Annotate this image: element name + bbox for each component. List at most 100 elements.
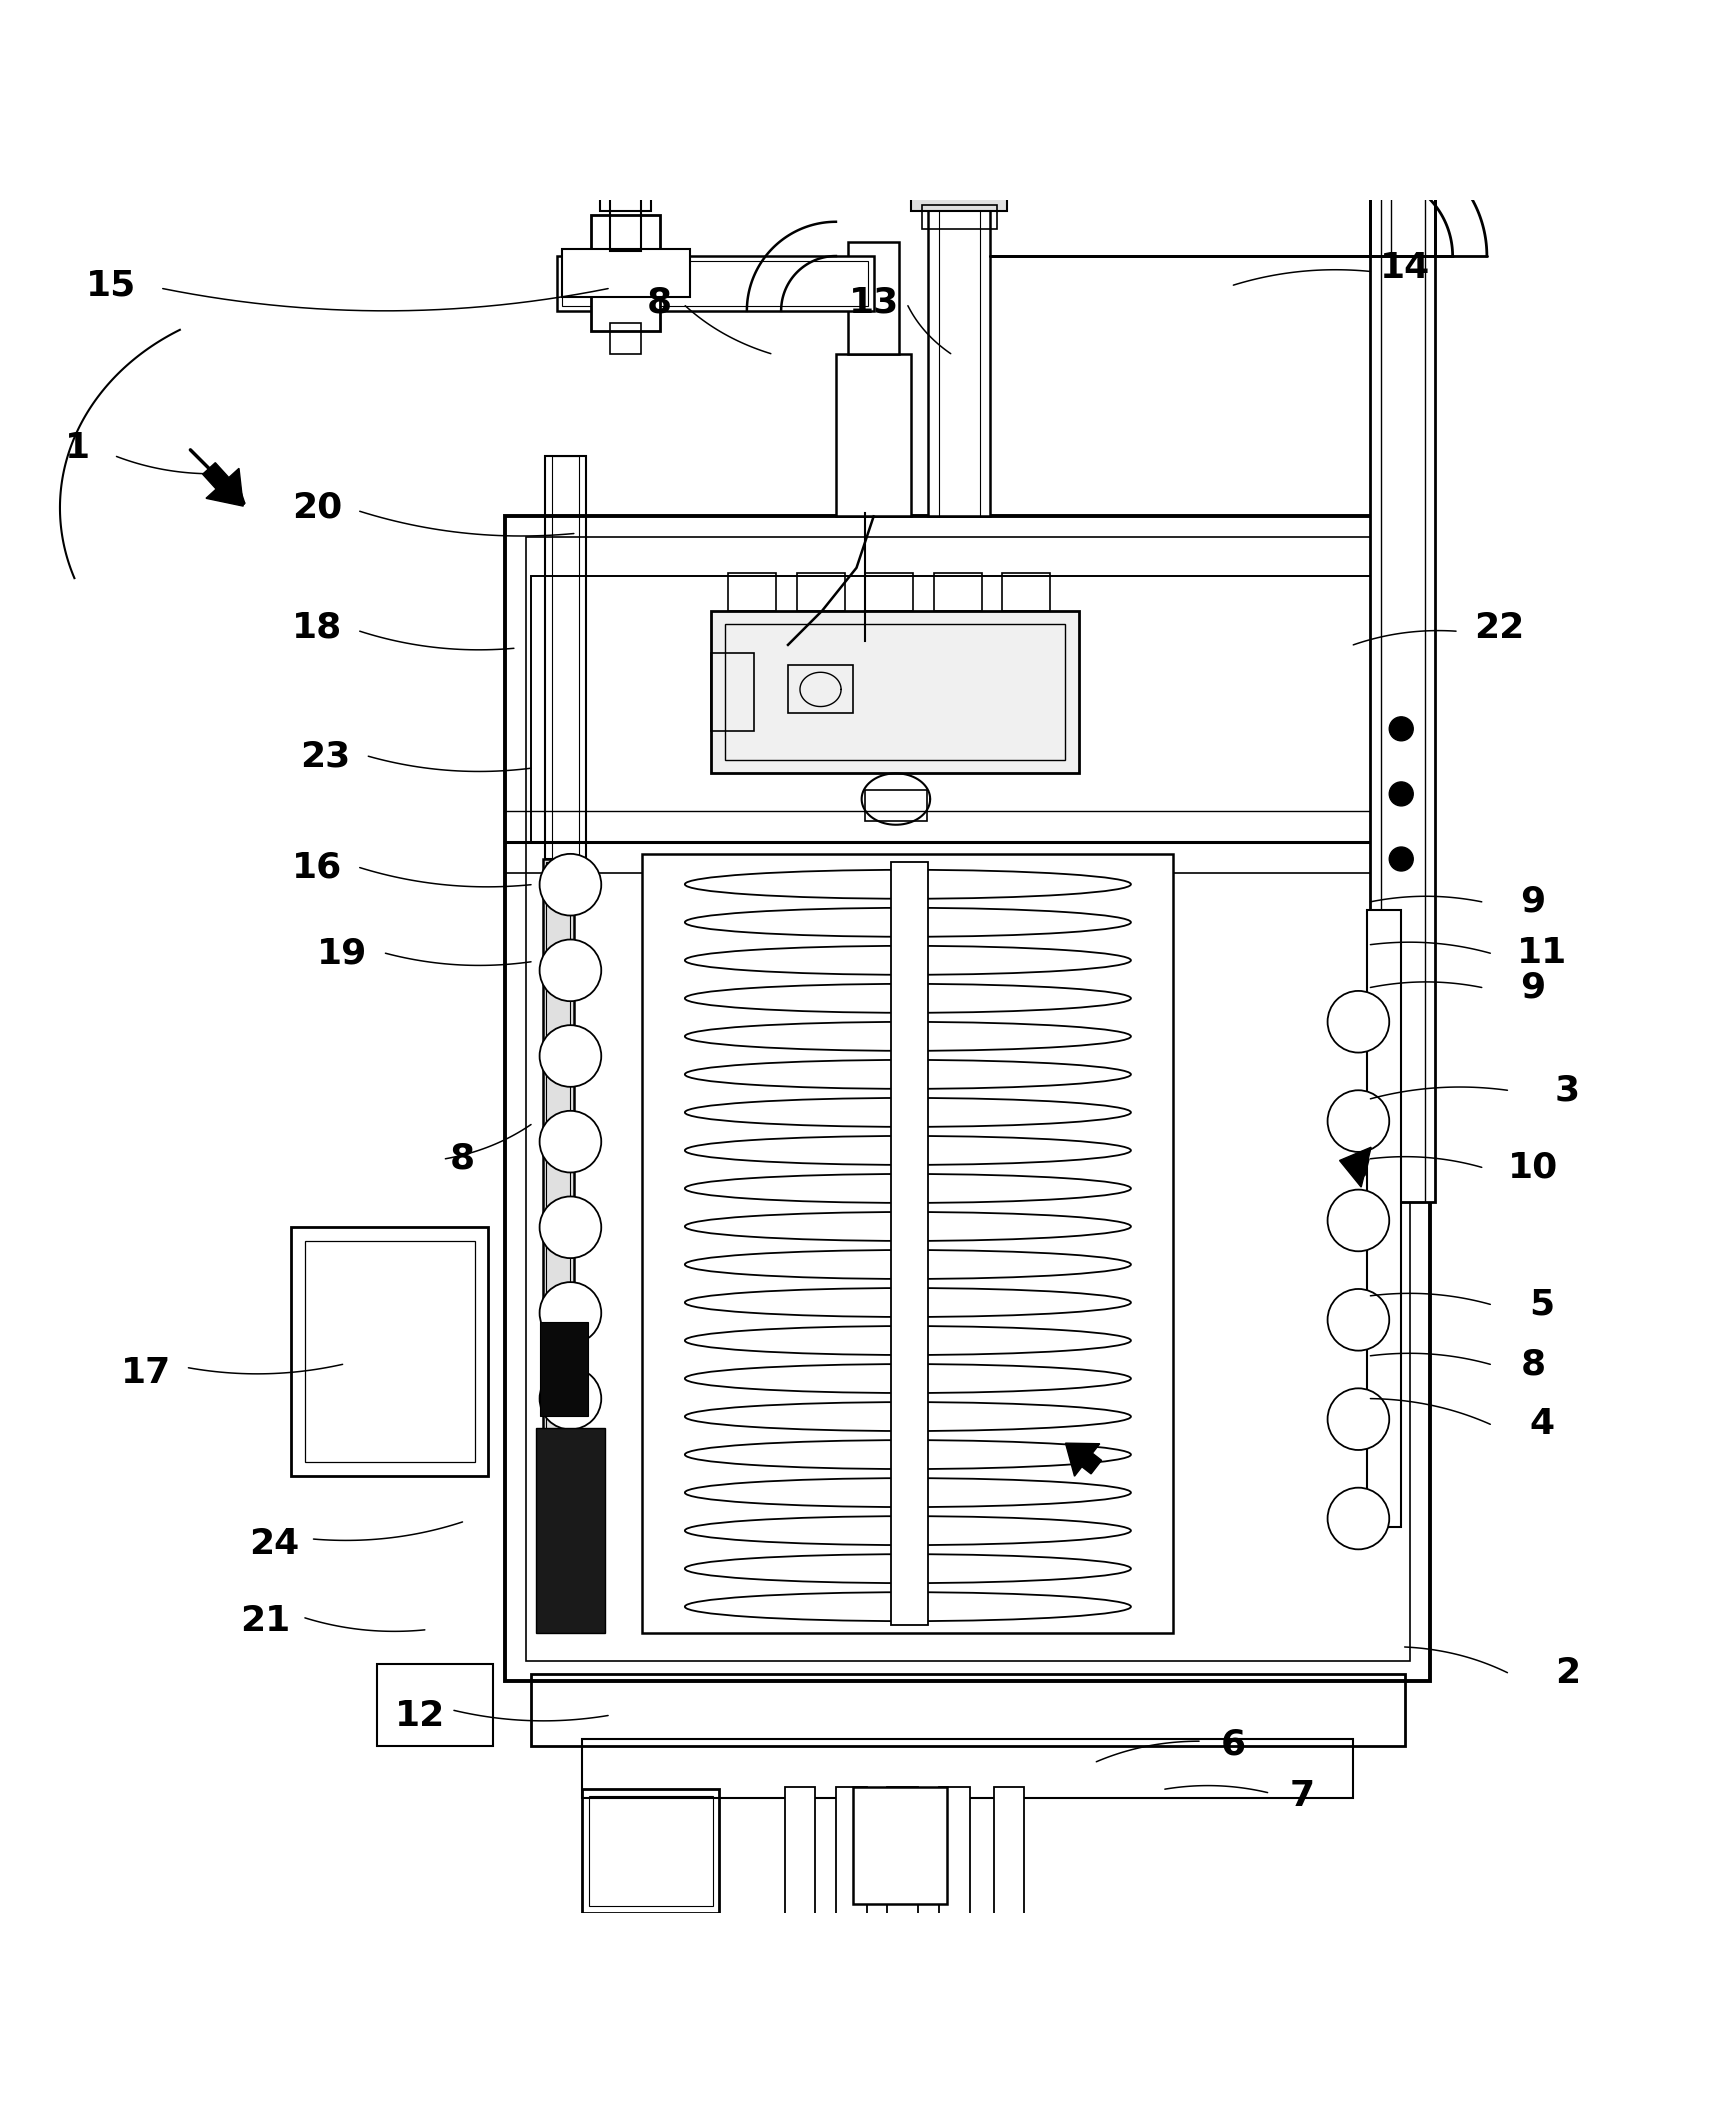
Text: 15: 15: [86, 268, 137, 302]
Ellipse shape: [685, 946, 1131, 976]
Bar: [939, 95, 980, 127]
Text: 14: 14: [1379, 251, 1430, 285]
Text: 12: 12: [394, 1698, 445, 1732]
Text: 8: 8: [1521, 1347, 1545, 1381]
Text: 24: 24: [248, 1527, 300, 1561]
Text: 17: 17: [120, 1356, 171, 1390]
Bar: [725, 625, 1065, 760]
Circle shape: [540, 1198, 601, 1259]
Bar: [642, 853, 1173, 1633]
Bar: [946, 120, 973, 182]
Bar: [934, 572, 982, 610]
Ellipse shape: [685, 1478, 1131, 1508]
Ellipse shape: [685, 1326, 1131, 1356]
Bar: [728, 572, 776, 610]
Text: 9: 9: [1521, 972, 1545, 1005]
Circle shape: [1328, 1388, 1389, 1451]
Bar: [562, 262, 868, 306]
Bar: [1367, 910, 1401, 1527]
Ellipse shape: [685, 1174, 1131, 1204]
FancyArrow shape: [1340, 1147, 1370, 1187]
Text: 6: 6: [1221, 1728, 1245, 1761]
Text: 19: 19: [317, 936, 368, 969]
Circle shape: [1328, 1189, 1389, 1250]
Text: 3: 3: [1555, 1073, 1579, 1107]
Bar: [582, 1740, 1353, 1797]
Bar: [1002, 572, 1050, 610]
Circle shape: [1328, 1487, 1389, 1550]
Bar: [291, 1227, 488, 1476]
Text: 22: 22: [1473, 610, 1525, 644]
Bar: [788, 665, 853, 714]
Text: 7: 7: [1290, 1778, 1314, 1812]
Bar: [562, 249, 690, 298]
Ellipse shape: [685, 908, 1131, 938]
Bar: [557, 256, 874, 310]
Bar: [589, 1795, 713, 1905]
Bar: [526, 536, 1410, 1660]
Bar: [939, 1787, 970, 1973]
Ellipse shape: [685, 1402, 1131, 1432]
Ellipse shape: [685, 1212, 1131, 1242]
Bar: [928, 173, 990, 517]
Bar: [531, 1675, 1405, 1747]
Text: 18: 18: [291, 610, 343, 644]
Bar: [546, 862, 570, 1626]
Circle shape: [1328, 1090, 1389, 1151]
Bar: [853, 1787, 947, 1903]
Bar: [1370, 190, 1435, 1202]
Circle shape: [540, 1369, 601, 1430]
Text: 10: 10: [1507, 1151, 1559, 1185]
Bar: [939, 173, 980, 517]
Bar: [552, 456, 579, 860]
Text: 21: 21: [240, 1605, 291, 1639]
Text: 11: 11: [1516, 936, 1567, 969]
Text: 23: 23: [300, 739, 351, 773]
Ellipse shape: [685, 1250, 1131, 1280]
Circle shape: [1389, 847, 1413, 870]
Bar: [600, 182, 651, 211]
Bar: [610, 323, 641, 353]
Bar: [582, 1789, 719, 1913]
Bar: [865, 790, 927, 822]
Circle shape: [540, 1453, 601, 1514]
Text: 4: 4: [1530, 1407, 1554, 1440]
Circle shape: [540, 853, 601, 914]
Text: 5: 5: [1530, 1288, 1554, 1322]
Circle shape: [1389, 716, 1413, 741]
Text: 20: 20: [291, 490, 343, 526]
Bar: [545, 456, 586, 860]
Bar: [540, 1322, 588, 1415]
Bar: [1381, 190, 1425, 1202]
Circle shape: [1328, 991, 1389, 1052]
Bar: [610, 190, 641, 251]
Ellipse shape: [685, 1440, 1131, 1470]
Ellipse shape: [685, 1098, 1131, 1128]
Bar: [865, 572, 913, 610]
FancyArrow shape: [1065, 1442, 1101, 1476]
Bar: [994, 1787, 1024, 1973]
Circle shape: [540, 1282, 601, 1343]
Text: 2: 2: [1555, 1656, 1579, 1690]
Bar: [797, 572, 845, 610]
Bar: [911, 144, 1007, 163]
Circle shape: [540, 1540, 601, 1601]
Bar: [536, 1428, 605, 1633]
Bar: [891, 862, 928, 1624]
Ellipse shape: [685, 1136, 1131, 1166]
FancyArrow shape: [202, 463, 243, 507]
Ellipse shape: [685, 1364, 1131, 1394]
Ellipse shape: [685, 1554, 1131, 1584]
Bar: [505, 517, 1430, 1681]
Text: 9: 9: [1521, 885, 1545, 919]
Bar: [543, 860, 574, 1630]
Bar: [531, 577, 1405, 843]
Bar: [836, 1787, 867, 1973]
Text: 8: 8: [451, 1143, 475, 1176]
Bar: [887, 1787, 918, 1973]
Ellipse shape: [685, 1022, 1131, 1052]
Ellipse shape: [685, 870, 1131, 900]
Text: 8: 8: [648, 285, 671, 319]
Bar: [711, 653, 754, 731]
Ellipse shape: [685, 984, 1131, 1014]
